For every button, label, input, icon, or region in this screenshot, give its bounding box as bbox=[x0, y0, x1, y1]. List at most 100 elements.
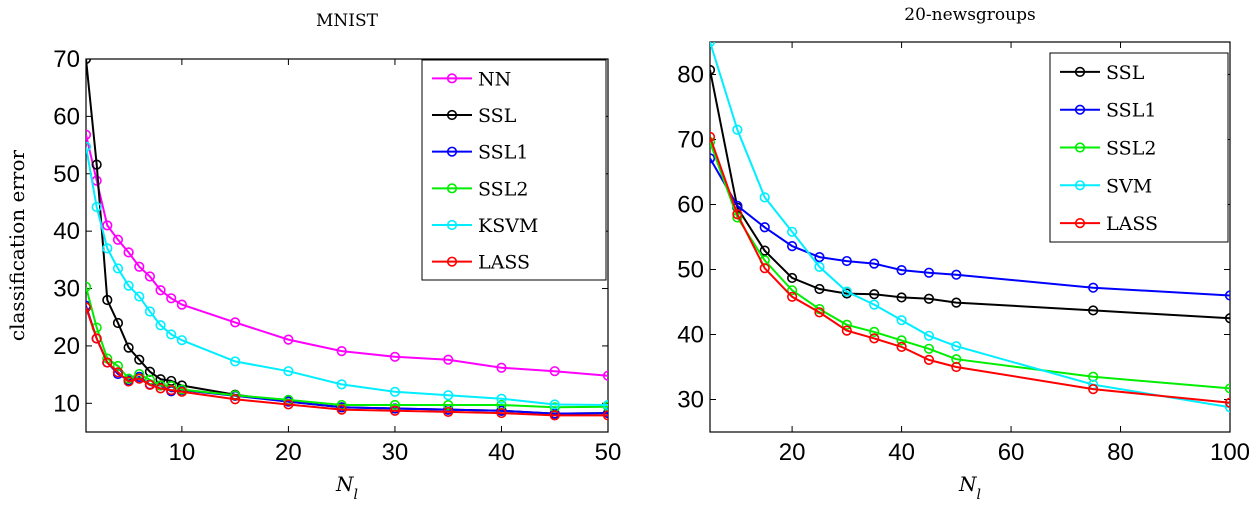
data-point-svm bbox=[787, 226, 798, 237]
data-point-ssl2 bbox=[787, 285, 798, 296]
data-point-ksvm bbox=[389, 386, 401, 397]
legend-item-ssl2: SSL2 bbox=[432, 178, 528, 200]
series-line-ssl2 bbox=[86, 286, 608, 409]
legend-swatch-marker bbox=[1074, 142, 1086, 153]
data-point-ssl2 bbox=[896, 335, 907, 346]
data-point-ksvm bbox=[102, 243, 113, 254]
data-point-nn bbox=[166, 293, 177, 304]
data-point-ksvm bbox=[549, 399, 560, 410]
data-point-ssl bbox=[102, 294, 113, 306]
data-point-ssl bbox=[787, 272, 798, 284]
data-point-lass bbox=[1224, 397, 1230, 408]
legend-item-ssl: SSL bbox=[1060, 62, 1145, 84]
data-point-lass bbox=[896, 341, 907, 352]
chart-title: 20-newsgroups bbox=[904, 5, 1035, 25]
data-point-ksvm bbox=[496, 393, 507, 404]
legend-label: SSL bbox=[478, 105, 517, 127]
data-point-ssl2 bbox=[389, 399, 401, 411]
data-point-ssl2 bbox=[841, 319, 852, 330]
data-point-svm bbox=[710, 42, 716, 48]
data-point-lass bbox=[134, 373, 145, 384]
x-tick-label: 40 bbox=[888, 439, 915, 466]
data-point-lass bbox=[176, 386, 187, 397]
data-point-ssl2 bbox=[86, 281, 92, 292]
legend-item-svm: SVM bbox=[1060, 175, 1152, 197]
series-lass bbox=[710, 131, 1230, 408]
data-point-ksvm bbox=[443, 390, 454, 401]
data-point-lass bbox=[166, 385, 177, 396]
x-axis-label: Nl bbox=[335, 472, 358, 503]
data-point-lass bbox=[869, 333, 880, 344]
series-line-ssl bbox=[710, 69, 1230, 320]
data-point-nn bbox=[336, 345, 347, 357]
data-point-ssl2 bbox=[155, 380, 166, 391]
data-point-nn bbox=[102, 220, 113, 231]
data-point-nn bbox=[549, 366, 560, 377]
data-point-lass bbox=[144, 379, 156, 391]
data-point-nn bbox=[155, 285, 166, 296]
data-point-ssl bbox=[710, 64, 716, 76]
data-point-ssl1 bbox=[869, 258, 880, 269]
data-point-ksvm bbox=[86, 141, 92, 152]
y-axis-label: classification error bbox=[5, 149, 29, 341]
data-point-lass bbox=[336, 404, 347, 415]
data-point-ssl1 bbox=[896, 265, 907, 276]
data-point-svm bbox=[814, 261, 825, 273]
data-point-svm bbox=[951, 341, 962, 352]
data-point-lass bbox=[443, 406, 454, 418]
data-point-lass bbox=[814, 307, 825, 318]
data-point-svm bbox=[841, 286, 852, 297]
series-line-lass bbox=[710, 136, 1230, 404]
data-point-lass bbox=[123, 376, 134, 387]
data-point-ssl1 bbox=[759, 222, 770, 233]
legend-label: SSL1 bbox=[1106, 100, 1156, 122]
data-point-lass bbox=[602, 410, 608, 421]
y-tick-label: 40 bbox=[53, 218, 80, 245]
data-point-ksvm bbox=[230, 356, 241, 367]
data-point-ssl bbox=[896, 292, 907, 303]
data-point-ksvm bbox=[155, 320, 166, 331]
series-line-lass bbox=[86, 307, 608, 417]
data-point-nn bbox=[123, 247, 134, 258]
data-point-ssl bbox=[759, 245, 770, 256]
series-line-nn bbox=[86, 134, 608, 377]
x-tick-label: 20 bbox=[275, 439, 302, 466]
data-point-nn bbox=[176, 299, 187, 310]
y-tick-label: 10 bbox=[53, 390, 80, 417]
y-tick-label: 40 bbox=[677, 322, 704, 349]
data-point-lass bbox=[951, 361, 962, 373]
data-point-lass bbox=[230, 394, 241, 405]
data-point-lass bbox=[389, 405, 401, 416]
legend-label: NN bbox=[478, 68, 511, 90]
data-point-lass bbox=[86, 302, 92, 313]
data-point-svm bbox=[1224, 402, 1230, 413]
data-point-ssl bbox=[91, 159, 102, 170]
x-tick-label: 80 bbox=[1107, 439, 1134, 466]
x-tick-label: 40 bbox=[488, 439, 515, 466]
data-point-lass bbox=[1088, 384, 1099, 395]
legend-label: SSL2 bbox=[1106, 138, 1156, 160]
data-point-nn bbox=[86, 129, 92, 140]
x-tick-label: 30 bbox=[382, 439, 409, 466]
data-point-nn bbox=[283, 334, 294, 345]
data-point-ssl2 bbox=[1224, 383, 1230, 394]
data-point-ksvm bbox=[91, 201, 102, 213]
plot-area bbox=[710, 42, 1230, 413]
y-tick-label: 20 bbox=[53, 333, 80, 360]
series-ssl1 bbox=[86, 300, 608, 419]
data-point-ksvm bbox=[602, 399, 608, 411]
y-tick-label: 60 bbox=[53, 103, 80, 130]
chart-panel-20-newsgroups: 20-newsgroups 20 40 60 80 100 30 40 50 60 70 80 Nl SS… bbox=[677, 5, 1250, 503]
data-point-lass bbox=[732, 209, 743, 220]
data-point-svm bbox=[923, 330, 935, 341]
legend-item-ssl1: SSL1 bbox=[1060, 100, 1156, 122]
chart-title: MNIST bbox=[316, 11, 379, 31]
data-point-lass bbox=[155, 383, 166, 394]
legend-label: KSVM bbox=[478, 215, 538, 237]
data-point-ssl2 bbox=[951, 354, 962, 365]
data-point-nn bbox=[602, 370, 608, 381]
data-point-nn bbox=[496, 362, 507, 373]
series-line-svm bbox=[710, 42, 1230, 409]
y-tick-label: 50 bbox=[53, 161, 80, 188]
legend: NN SSL SSL1 SSL2 KSVM LASS bbox=[421, 59, 607, 281]
